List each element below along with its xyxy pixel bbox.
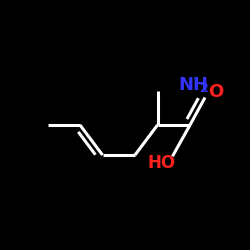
Text: 2: 2	[200, 82, 209, 94]
Text: HO: HO	[147, 154, 175, 172]
Text: NH: NH	[179, 76, 209, 94]
Text: O: O	[208, 83, 223, 101]
